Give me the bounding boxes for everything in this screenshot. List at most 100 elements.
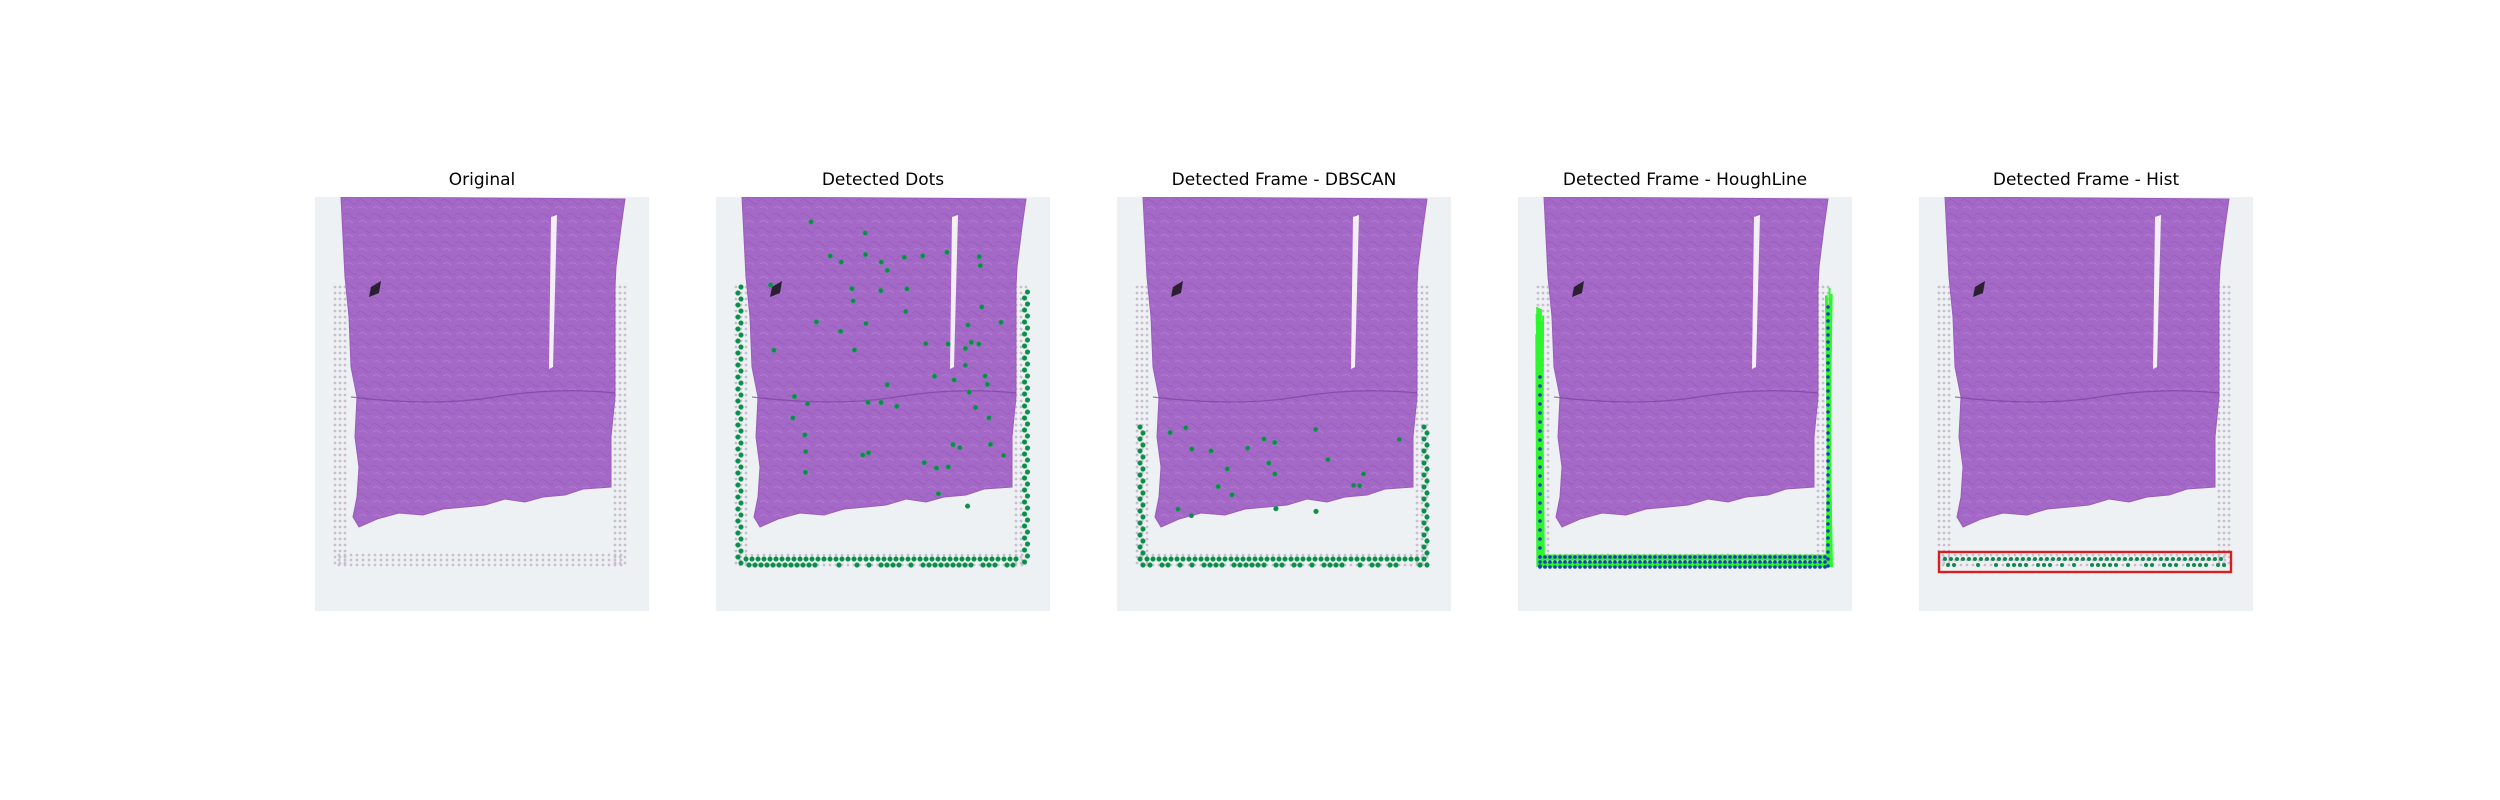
detected-dot (1258, 556, 1264, 562)
hough-dot (1683, 565, 1687, 569)
detected-dot (1162, 556, 1168, 562)
hough-dot (1723, 555, 1727, 559)
detected-dot (802, 432, 808, 438)
detected-dot (865, 450, 872, 456)
hough-dot (1603, 560, 1607, 564)
hough-dot (1728, 565, 1732, 569)
hough-dot (1538, 384, 1542, 388)
detected-dot (911, 556, 917, 562)
hough-dot (1538, 564, 1542, 568)
hough-dot (1538, 456, 1542, 460)
hough-dot (1693, 555, 1697, 559)
detected-dot (926, 562, 932, 568)
tissue-section (741, 197, 1027, 528)
hough-dot (1826, 319, 1830, 323)
detected-dot (1213, 562, 1219, 568)
detected-dot (1137, 436, 1143, 442)
hough-dot (1813, 565, 1817, 569)
hough-dot (1588, 565, 1592, 569)
detected-dot (2183, 557, 2187, 561)
detected-dot (1024, 505, 1031, 511)
detected-dot (890, 562, 896, 568)
hough-dot (1826, 529, 1830, 533)
detected-dot (1973, 557, 1977, 561)
detected-dot (1273, 506, 1279, 512)
hough-dot (1613, 565, 1617, 569)
hough-dot (1738, 565, 1742, 569)
hough-dot (1826, 543, 1830, 547)
hough-dot (1803, 565, 1807, 569)
hough-dot (1543, 565, 1547, 569)
detected-dot (966, 389, 972, 395)
detected-dot (1402, 556, 1408, 562)
detected-dot (860, 452, 866, 458)
hough-dot (1826, 354, 1830, 358)
detected-dot (2186, 563, 2190, 567)
detected-dot (896, 562, 902, 568)
detected-dot (2213, 557, 2217, 561)
detected-dot (1024, 493, 1031, 499)
detected-dot (1300, 556, 1306, 562)
hough-dot (1826, 410, 1830, 414)
detected-dot (2051, 557, 2055, 561)
detected-dot (1140, 442, 1146, 448)
hough-dot (1538, 429, 1542, 433)
hough-dot (1826, 466, 1830, 470)
detected-dot (995, 556, 1001, 562)
detected-dot (803, 556, 809, 562)
detected-dot (1021, 511, 1028, 517)
hough-dot (1573, 560, 1577, 564)
detected-dot (738, 368, 744, 374)
hough-dot (1688, 565, 1692, 569)
detected-dot (1000, 452, 1007, 458)
detected-dot (2153, 557, 2157, 561)
tissue-tear (2153, 215, 2161, 369)
hough-dot (1598, 555, 1602, 559)
detected-dot (2105, 557, 2109, 561)
detected-dot (1021, 343, 1028, 349)
hough-dot (1633, 555, 1637, 559)
hough-dot (1668, 555, 1672, 559)
detected-dot (1264, 556, 1270, 562)
tissue-fold (770, 281, 782, 297)
hough-dot (1538, 528, 1542, 532)
detected-dot (979, 304, 985, 310)
detected-dot (735, 314, 741, 320)
detected-dot (884, 382, 890, 388)
hough-dot (1826, 557, 1830, 561)
hough-dot (1768, 560, 1772, 564)
detected-dot (878, 562, 884, 568)
detected-dot (1140, 550, 1146, 556)
detected-dot (1150, 556, 1156, 562)
hough-dot (1718, 560, 1722, 564)
hough-dot (1826, 459, 1830, 463)
detected-dot (735, 458, 741, 464)
detected-dot (2069, 557, 2073, 561)
hough-dot (1773, 565, 1777, 569)
detected-dot (1229, 492, 1235, 498)
hough-dot (1538, 546, 1542, 550)
tissue-fold (1973, 281, 1985, 297)
hough-dot (1538, 375, 1542, 379)
detected-dot (1180, 556, 1186, 562)
detected-dot (983, 556, 989, 562)
detected-dot (1137, 484, 1143, 490)
detected-dot (838, 328, 844, 334)
detected-dot (850, 298, 856, 304)
detected-dot (1375, 562, 1381, 568)
detected-dot (908, 562, 914, 568)
hough-dot (1733, 555, 1737, 559)
detected-dot (1024, 337, 1031, 343)
hough-dot (1738, 555, 1742, 559)
detected-dot (2192, 563, 2196, 567)
detected-dot (968, 562, 974, 568)
detected-dot (2006, 563, 2010, 567)
hough-dot (1773, 560, 1777, 564)
detected-dot (1255, 562, 1261, 568)
spot-grid (333, 285, 627, 567)
detected-dot (1024, 445, 1031, 451)
detected-dot (2027, 557, 2031, 561)
detected-dot (2144, 563, 2148, 567)
detected-dot (1421, 436, 1427, 442)
detected-dot (977, 263, 983, 269)
